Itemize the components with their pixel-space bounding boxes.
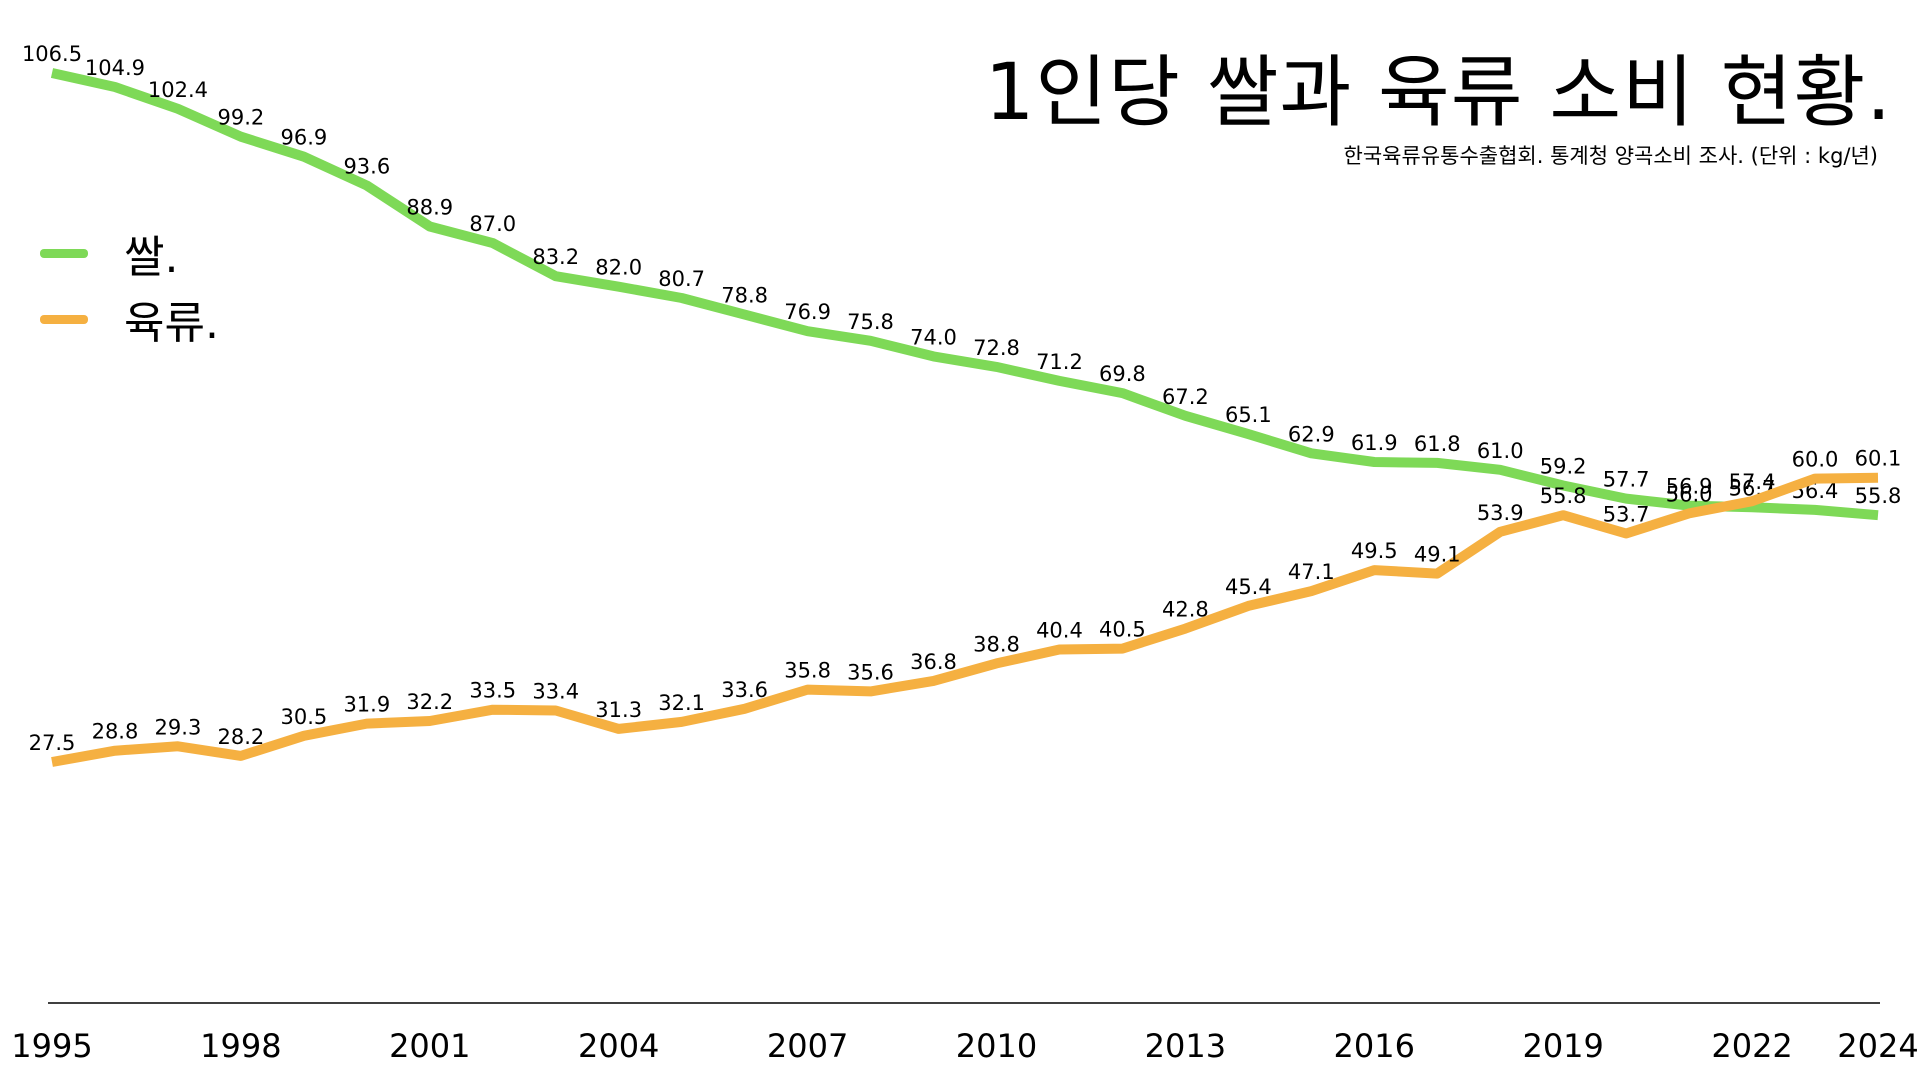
data-label-rice: 65.1 [1225,403,1272,427]
data-label-meat: 33.6 [721,678,768,702]
chart-title: 1인당 쌀과 육류 소비 현황. [984,48,1892,138]
data-label-rice: 59.2 [1540,455,1587,479]
series-line-meat [51,472,1879,767]
data-label-rice: 82.0 [595,256,642,280]
data-label-meat: 27.5 [29,731,76,755]
x-tick-label: 2013 [1145,1027,1226,1065]
data-label-meat: 30.5 [280,705,327,729]
data-label-meat: 28.8 [92,720,139,744]
data-label-rice: 61.0 [1477,439,1524,463]
data-label-meat: 60.1 [1855,447,1902,471]
data-label-meat: 28.2 [218,725,265,749]
data-label-rice: 75.8 [847,310,894,334]
data-label-meat: 31.3 [595,698,642,722]
data-label-rice: 104.9 [85,56,145,80]
data-label-meat: 38.8 [973,632,1020,656]
x-tick-label: 2001 [389,1027,470,1065]
data-label-rice: 71.2 [1036,350,1083,374]
data-label-meat: 40.5 [1099,618,1146,642]
data-label-meat: 60.0 [1792,448,1839,472]
data-label-rice: 80.7 [658,267,705,291]
data-label-meat: 32.2 [406,690,453,714]
data-label-meat: 45.4 [1225,575,1272,599]
data-label-rice: 61.9 [1351,431,1398,455]
x-tick-label: 2022 [1711,1027,1792,1065]
data-label-meat: 40.4 [1036,618,1083,642]
series-line-rice [50,68,1879,521]
data-label-meat: 49.5 [1351,539,1398,563]
data-label-rice: 87.0 [469,212,516,236]
data-label-rice: 74.0 [910,325,957,349]
data-label-rice: 83.2 [532,245,579,269]
data-label-rice: 56.9 [1666,475,1713,499]
legend-label-rice: 쌀. [124,232,179,283]
data-label-rice: 57.7 [1603,468,1650,492]
x-tick-label: 1998 [200,1027,281,1065]
x-tick-label: 1995 [11,1027,92,1065]
data-label-rice: 93.6 [343,155,390,179]
data-label-rice: 102.4 [148,78,208,102]
data-label-rice: 72.8 [973,336,1020,360]
data-label-rice: 61.8 [1414,432,1461,456]
data-label-meat: 29.3 [155,715,202,739]
data-label-rice: 76.9 [784,300,831,324]
legend-item-rice: 쌀. [40,220,219,286]
x-tick-label: 2007 [767,1027,848,1065]
x-tick-label: 2019 [1522,1027,1603,1065]
data-label-meat: 53.7 [1603,502,1650,526]
data-label-meat: 53.9 [1477,501,1524,525]
x-tick-label: 2016 [1334,1027,1415,1065]
x-tick-label: 2010 [956,1027,1037,1065]
data-label-meat: 36.8 [910,650,957,674]
legend-swatch-rice [40,248,88,258]
data-label-meat: 33.4 [532,680,579,704]
data-label-rice: 96.9 [280,126,327,150]
data-label-meat: 42.8 [1162,598,1209,622]
data-label-rice: 99.2 [218,106,265,130]
legend-item-meat: 육류. [40,286,219,352]
data-label-meat: 47.1 [1288,560,1335,584]
data-label-meat: 35.8 [784,659,831,683]
data-label-rice: 69.8 [1099,362,1146,386]
data-label-meat: 49.1 [1414,543,1461,567]
legend-label-meat: 육류. [124,298,219,349]
data-label-rice: 88.9 [406,195,453,219]
x-tick-label: 2004 [578,1027,659,1065]
data-label-rice: 55.8 [1855,484,1902,508]
data-label-meat: 57.4 [1729,470,1776,494]
chart-subtitle: 한국육류유통수출협회. 통계청 양곡소비 조사. (단위 : kg/년) [1343,144,1878,168]
data-label-meat: 32.1 [658,691,705,715]
data-label-rice: 78.8 [721,284,768,308]
data-label-meat: 56.0 [1666,482,1713,506]
data-label-meat: 35.6 [847,660,894,684]
data-label-rice: 67.2 [1162,385,1209,409]
data-label-meat: 33.5 [469,679,516,703]
legend-swatch-meat [40,314,88,324]
data-label-rice: 106.5 [22,42,82,66]
data-label-meat: 55.8 [1540,484,1587,508]
x-tick-label: 2024 [1837,1027,1918,1065]
legend: 쌀. 육류. [40,220,219,352]
data-label-rice: 62.9 [1288,422,1335,446]
data-label-meat: 31.9 [343,693,390,717]
